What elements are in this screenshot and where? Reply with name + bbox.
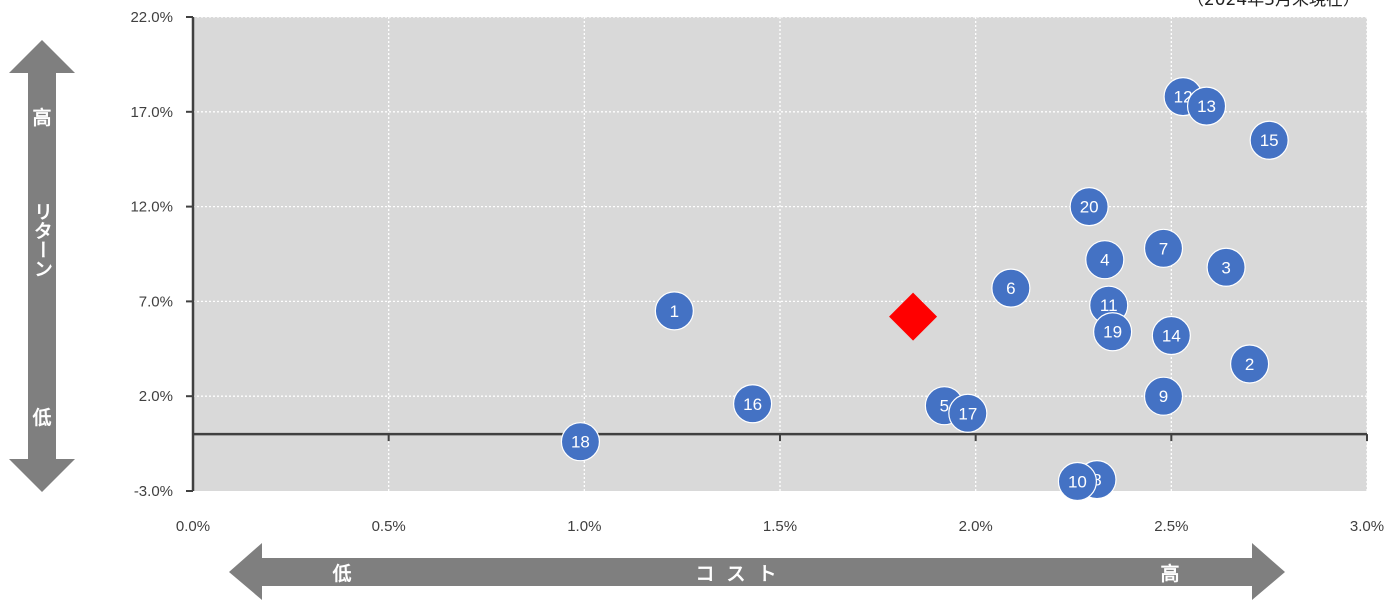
data-point-15 — [1249, 120, 1289, 160]
y-tick-label: 17.0% — [130, 104, 173, 121]
x-arrow-shape — [229, 543, 1285, 600]
data-label-2: 2 — [1245, 355, 1254, 374]
y-tick-label: 22.0% — [130, 9, 173, 26]
x-tick-label: 1.5% — [763, 518, 797, 535]
x-arrow-high-label: 高 — [1160, 562, 1179, 585]
data-label-20: 20 — [1080, 198, 1099, 217]
data-label-1: 1 — [670, 302, 679, 321]
data-point-14 — [1151, 315, 1191, 356]
data-label-3: 3 — [1221, 258, 1230, 277]
data-point-17 — [948, 393, 988, 433]
data-label-10: 10 — [1068, 473, 1087, 492]
y-tick-label: -3.0% — [134, 483, 173, 500]
data-point-13 — [1186, 86, 1227, 126]
data-point-4 — [1085, 240, 1125, 280]
data-label-17: 17 — [958, 404, 977, 423]
data-point-6 — [991, 268, 1031, 308]
data-label-16: 16 — [743, 395, 762, 414]
data-label-18: 18 — [571, 433, 590, 452]
y-tick-label: 2.0% — [139, 388, 173, 405]
tick-labels: -3.0%2.0%7.0%12.0%17.0%22.0%0.0% 0.5% 1.0%… — [130, 9, 1384, 535]
data-label-13: 13 — [1197, 97, 1216, 116]
data-label-15: 15 — [1260, 131, 1279, 150]
header-note: （2024年3月末現在） — [1187, 0, 1360, 10]
data-label-5: 5 — [940, 397, 949, 416]
x-axis-title: コスト — [695, 563, 788, 585]
x-arrow-low-label: 低 — [331, 562, 351, 585]
data-label-11: 11 — [1100, 296, 1118, 315]
data-point-19 — [1093, 312, 1133, 352]
x-tick-label: 1.0% — [567, 518, 601, 535]
axes — [186, 16, 1368, 492]
y-arrow-low-label: 低 — [31, 406, 51, 429]
data-label-9: 9 — [1159, 387, 1168, 406]
y-arrow-shape — [9, 40, 75, 492]
data-point-7 — [1143, 228, 1184, 268]
data-point-3 — [1206, 247, 1246, 287]
data-point-9 — [1143, 376, 1184, 416]
y-axis-title: リターン — [31, 202, 53, 278]
data-point-18 — [560, 422, 601, 462]
x-tick-label: 3.0% — [1350, 518, 1384, 535]
highlight-diamond-point — [889, 292, 938, 341]
x-axis-arrow: 低 コスト 高 — [229, 543, 1285, 600]
y-tick-label: 12.0% — [130, 199, 173, 216]
data-label-6: 6 — [1006, 279, 1015, 298]
data-label-14: 14 — [1162, 327, 1181, 346]
data-label-7: 7 — [1159, 239, 1168, 258]
data-point-20 — [1069, 187, 1109, 227]
data-label-8: 8 — [1092, 471, 1101, 490]
y-axis-arrow: 高 リターン 低 — [9, 40, 75, 492]
data-point-2 — [1229, 344, 1270, 384]
y-tick-label: 7.0% — [139, 293, 173, 310]
data-point-16 — [733, 384, 773, 424]
y-arrow-high-label: 高 — [32, 106, 51, 129]
x-tick-label: 0.5% — [372, 518, 406, 535]
x-tick-label: 2.0% — [959, 518, 993, 535]
data-label-19: 19 — [1103, 323, 1122, 342]
data-point-1 — [654, 291, 694, 331]
x-tick-label: 0.0% — [176, 518, 210, 535]
data-point-10 — [1057, 461, 1098, 502]
data-label-4: 4 — [1100, 251, 1109, 270]
x-tick-label: 2.5% — [1154, 518, 1188, 535]
